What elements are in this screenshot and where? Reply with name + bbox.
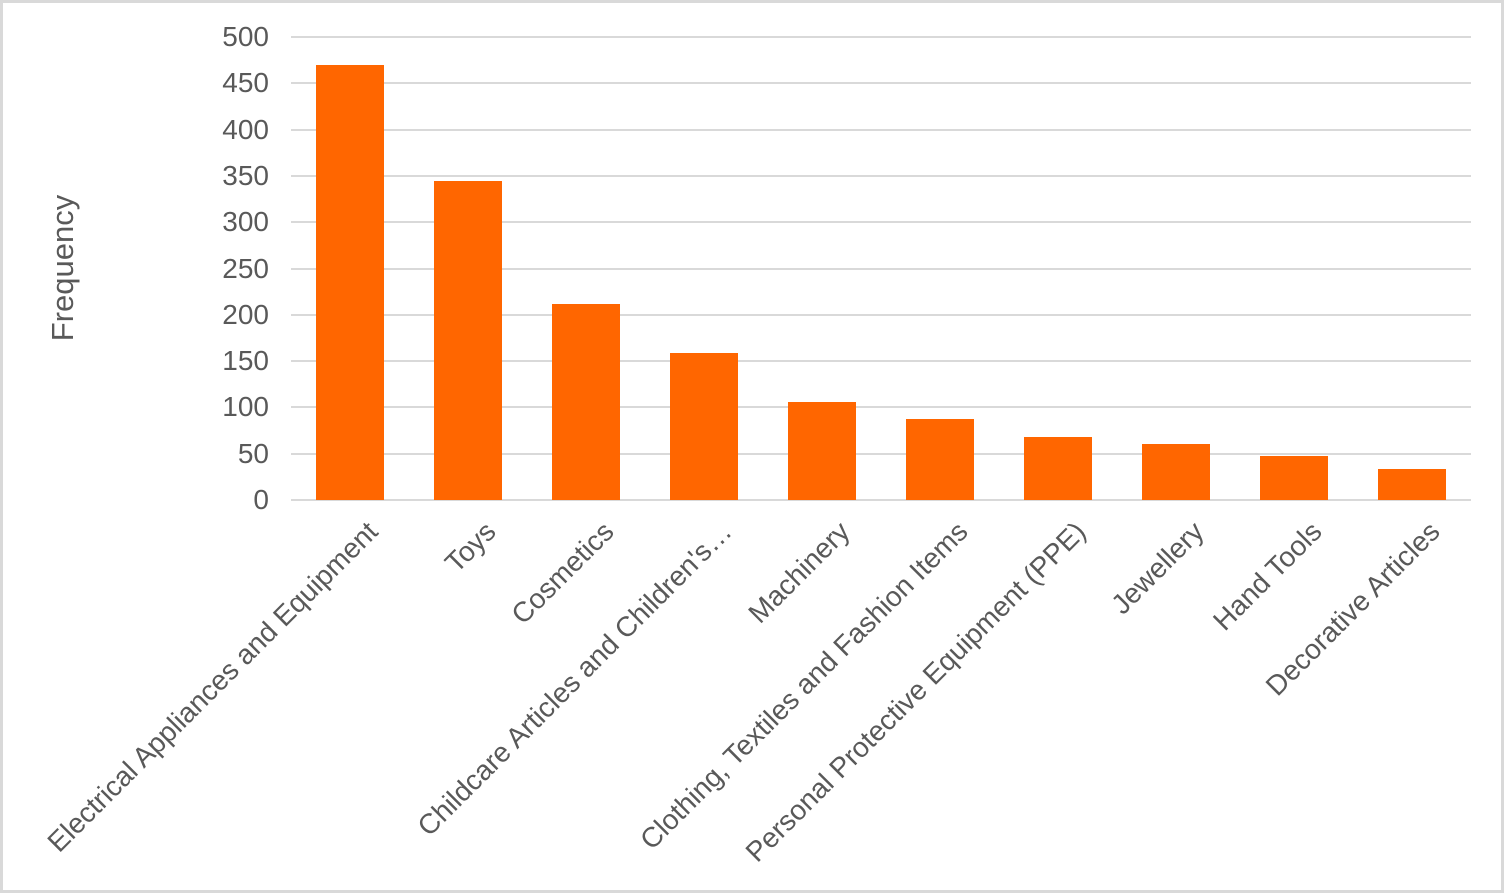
bar-machinery xyxy=(788,401,856,500)
y-tick-label-450: 450 xyxy=(222,67,269,99)
y-tick-label-400: 400 xyxy=(222,113,269,145)
gridline-200 xyxy=(291,313,1471,316)
gridline-150 xyxy=(291,360,1471,363)
y-axis-title: Frequency xyxy=(45,194,80,342)
y-tick-label-500: 500 xyxy=(222,21,269,52)
y-tick-label-300: 300 xyxy=(222,206,269,238)
y-tick-label-200: 200 xyxy=(222,298,269,330)
gridline-300 xyxy=(291,221,1471,224)
y-tick-label-0: 0 xyxy=(253,484,269,515)
bar-jewellery xyxy=(1142,444,1210,500)
bar-cosmetics xyxy=(552,303,620,500)
y-tick-label-150: 150 xyxy=(222,345,269,377)
gridline-400 xyxy=(291,128,1471,131)
gridline-500 xyxy=(291,36,1471,38)
bar-decorative-articles xyxy=(1378,468,1446,500)
gridline-350 xyxy=(291,174,1471,177)
bar-childcare-articles-and-children-s xyxy=(670,352,738,500)
bar-hand-tools xyxy=(1260,455,1328,500)
bar-clothing-textiles-and-fashion-items xyxy=(906,419,974,500)
plot-area xyxy=(291,36,1471,501)
y-tick-label-350: 350 xyxy=(222,159,269,191)
gridline-50 xyxy=(291,452,1471,455)
bar-personal-protective-equipment-ppe xyxy=(1024,437,1092,500)
gridline-250 xyxy=(291,267,1471,270)
gridline-0 xyxy=(291,499,1471,501)
y-tick-label-50: 50 xyxy=(237,437,269,469)
y-tick-label-100: 100 xyxy=(222,391,269,423)
y-tick-label-250: 250 xyxy=(222,252,269,284)
bar-electrical-appliances-and-equipment xyxy=(316,64,384,500)
gridline-450 xyxy=(291,82,1471,85)
bar-toys xyxy=(434,181,502,500)
gridline-100 xyxy=(291,406,1471,409)
